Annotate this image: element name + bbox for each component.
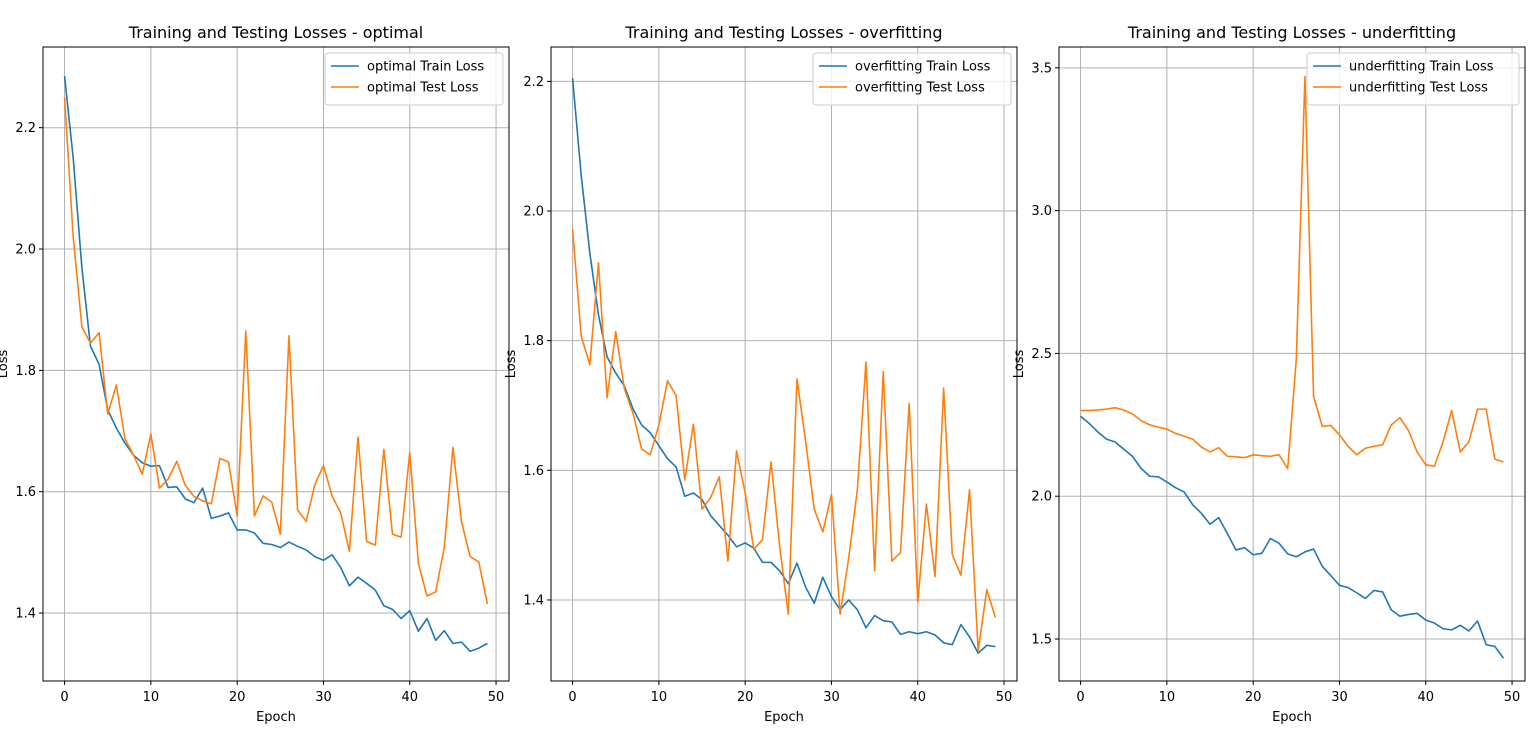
chart-panel-1: 0 10 20 30 40 50 1.4 1.6 1.8 2.0 2.2 Training and T… <box>0 23 510 725</box>
y-tick-label: 1.5 <box>1031 633 1052 648</box>
legend: underfitting Train Loss underfitting Test… <box>1306 52 1520 106</box>
series-line-test <box>63 97 489 605</box>
legend-entry: optimal Train Loss <box>367 60 484 75</box>
y-tick-label: 1.6 <box>15 485 36 500</box>
x-tick-label: 0 <box>60 690 68 705</box>
chart-title: Training and Testing Losses - overfittin… <box>624 23 942 42</box>
series-line-train <box>1080 415 1505 659</box>
y-tick-label: 2.0 <box>1031 490 1052 505</box>
plot-frame <box>550 46 1018 682</box>
plot-frame <box>42 46 510 682</box>
y-tick-label: 1.8 <box>15 364 36 379</box>
legend-entry: overfitting Train Loss <box>855 60 991 75</box>
y-axis-label: Loss <box>504 350 519 379</box>
x-tick-label: 50 <box>1504 690 1521 705</box>
x-tick-label: 40 <box>909 690 926 705</box>
x-tick-label: 20 <box>1245 690 1262 705</box>
y-tick-label: 2.2 <box>523 75 544 90</box>
legend-entry: overfitting Test Loss <box>855 81 985 96</box>
y-tick-label: 3.5 <box>1031 61 1052 76</box>
chart-title: Training and Testing Losses - optimal <box>128 23 423 42</box>
y-tick-label: 3.0 <box>1031 204 1052 219</box>
x-tick-label: 20 <box>229 690 246 705</box>
chart-panel-2: 0 10 20 30 40 50 1.4 1.6 1.8 2.0 2.2 Training and T… <box>504 23 1018 725</box>
legend-box <box>1306 52 1520 106</box>
plot-frame <box>1058 46 1526 682</box>
series-line-test <box>1080 75 1504 470</box>
x-tick-label: 50 <box>488 690 505 705</box>
legend-box <box>812 52 1012 106</box>
x-tick-label: 40 <box>1417 690 1434 705</box>
x-tick-label: 30 <box>1331 690 1348 705</box>
x-tick-label: 50 <box>996 690 1013 705</box>
x-tick-label: 30 <box>315 690 332 705</box>
chart-panel-3: 0 10 20 30 40 50 1.5 2.0 2.5 3.0 3.5 Training and T… <box>1012 23 1526 725</box>
x-tick-label: 10 <box>651 690 668 705</box>
y-tick-label: 2.2 <box>15 121 36 136</box>
x-tick-label: 10 <box>143 690 160 705</box>
x-tick-label: 30 <box>823 690 840 705</box>
x-tick-label: 20 <box>737 690 754 705</box>
chart-title: Training and Testing Losses - underfitti… <box>1127 23 1456 42</box>
y-tick-label: 1.4 <box>523 593 544 608</box>
y-axis-label: Loss <box>0 350 11 379</box>
x-axis-label: Epoch <box>256 710 296 725</box>
legend-box <box>324 52 504 106</box>
legend-entry: optimal Test Loss <box>367 81 479 96</box>
y-tick-label: 1.8 <box>523 334 544 349</box>
y-tick-label: 2.5 <box>1031 347 1052 362</box>
x-tick-label: 0 <box>568 690 576 705</box>
y-tick-label: 2.0 <box>15 243 36 258</box>
y-tick-label: 2.0 <box>523 205 544 220</box>
x-tick-label: 10 <box>1159 690 1176 705</box>
series-line-test <box>571 229 997 652</box>
legend: overfitting Train Loss overfitting Test L… <box>812 52 1012 106</box>
legend-entry: underfitting Train Loss <box>1349 60 1494 75</box>
series-line-train <box>63 76 488 653</box>
y-tick-label: 1.4 <box>15 607 36 622</box>
y-axis-label: Loss <box>1012 350 1027 379</box>
x-axis-label: Epoch <box>1272 710 1312 725</box>
legend-entry: underfitting Test Loss <box>1349 81 1488 96</box>
x-axis-label: Epoch <box>764 710 804 725</box>
series-line-train <box>571 78 996 654</box>
legend: optimal Train Loss optimal Test Loss <box>324 52 504 106</box>
x-tick-label: 40 <box>401 690 418 705</box>
y-tick-label: 1.6 <box>523 464 544 479</box>
x-tick-label: 0 <box>1076 690 1084 705</box>
